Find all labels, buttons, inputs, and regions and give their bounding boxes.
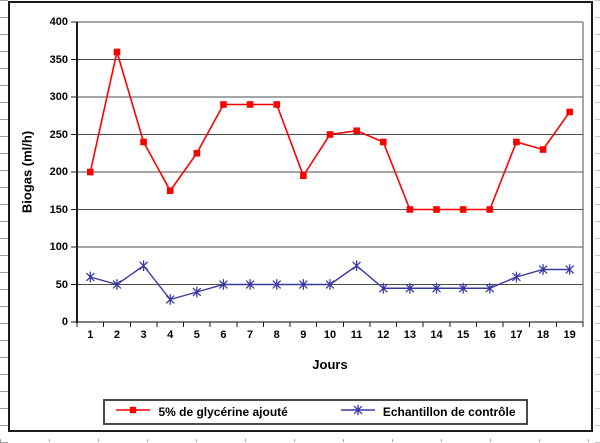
x-tick-label: 15	[457, 329, 470, 341]
x-tick-label: 5	[193, 329, 200, 341]
square-marker	[513, 138, 520, 146]
square-marker	[539, 146, 547, 153]
x-tick-label: 7	[247, 329, 254, 341]
legend-label: 5% de glycérine ajouté	[158, 405, 288, 419]
asterisk-marker	[165, 294, 175, 305]
square-marker	[113, 48, 121, 56]
square-marker	[166, 187, 174, 195]
asterisk-marker	[458, 282, 468, 294]
y-tick-label: 300	[49, 91, 68, 103]
square-marker	[246, 101, 254, 108]
asterisk-marker	[219, 279, 228, 290]
x-tick-label: 2	[113, 329, 120, 341]
square-marker	[220, 101, 227, 108]
asterisk-marker	[192, 286, 202, 298]
asterisk-marker	[538, 264, 548, 275]
spreadsheet-row-gridline-stubs-right	[595, 0, 600, 443]
square-marker	[326, 131, 334, 138]
asterisk-marker	[112, 279, 122, 290]
blue-asterisk-line-icon	[340, 403, 376, 421]
y-tick-label: 0	[61, 316, 68, 328]
x-tick-label: 19	[563, 329, 576, 341]
x-tick-label: 17	[510, 329, 523, 341]
x-tick-label: 11	[350, 329, 363, 341]
x-tick-label: 9	[300, 329, 307, 341]
x-tick-label: 18	[536, 329, 550, 341]
asterisk-marker	[565, 264, 574, 275]
y-tick-label: 200	[49, 166, 68, 178]
x-tick-label: 10	[323, 329, 337, 341]
legend-square-marker	[130, 406, 137, 414]
series-0[interactable]	[87, 48, 573, 213]
asterisk-marker	[86, 271, 95, 283]
asterisk-marker	[405, 282, 415, 294]
legend-sample-svg	[340, 404, 375, 416]
asterisk-marker	[352, 260, 361, 272]
square-marker	[273, 101, 281, 108]
legend-entry-controle[interactable]: Echantillon de contrôle	[340, 403, 516, 421]
x-tick-label: 13	[403, 329, 417, 341]
square-marker	[459, 206, 467, 213]
asterisk-marker	[485, 282, 495, 294]
y-tick-label: 250	[49, 128, 68, 141]
y-tick-label: 100	[49, 241, 68, 253]
square-marker	[433, 206, 440, 213]
legend[interactable]: 5% de glycérine ajouté Echantillon de co…	[103, 399, 528, 425]
asterisk-marker	[139, 260, 148, 272]
spreadsheet-row-gridline-stubs	[0, 0, 8, 443]
square-marker	[486, 206, 494, 213]
asterisk-marker	[379, 282, 388, 294]
y-axis-title: Biogas (ml/h)	[19, 130, 35, 214]
x-axis-title: Jours	[312, 357, 348, 372]
square-marker	[379, 138, 387, 146]
square-marker	[566, 108, 573, 116]
square-marker	[406, 206, 414, 213]
series-line	[89, 48, 571, 211]
asterisk-marker	[325, 279, 335, 290]
y-tick-label: 150	[49, 203, 68, 216]
x-tick-label: 6	[220, 329, 227, 341]
asterisk-marker	[432, 282, 441, 294]
x-tick-label: 14	[430, 329, 443, 341]
x-tick-label: 4	[167, 329, 174, 341]
red-square-line-icon	[115, 403, 151, 421]
asterisk-marker	[512, 271, 521, 283]
asterisk-marker	[299, 279, 308, 290]
square-marker	[300, 172, 307, 180]
x-tick-label: 12	[377, 329, 390, 341]
chart-frame[interactable]	[8, 1, 593, 432]
square-marker	[353, 127, 360, 135]
asterisk-marker	[272, 279, 281, 290]
x-tick-label: 1	[87, 329, 94, 341]
y-tick-label: 350	[49, 53, 68, 66]
y-tick-label: 400	[49, 16, 68, 28]
square-marker	[87, 168, 94, 176]
x-tick-label: 16	[483, 329, 496, 341]
asterisk-marker	[245, 279, 255, 290]
square-marker	[193, 149, 201, 157]
x-tick-label: 3	[140, 329, 147, 341]
x-tick-label: 8	[273, 329, 280, 341]
legend-sample-svg	[116, 406, 151, 414]
y-tick-label: 50	[55, 278, 68, 291]
spreadsheet-column-gridline-stubs	[0, 439, 600, 442]
legend-label: Echantillon de contrôle	[382, 405, 516, 419]
legend-asterisk-marker	[353, 404, 363, 416]
series-1[interactable]	[86, 260, 574, 305]
square-marker	[140, 138, 147, 146]
legend-entry-glycerine[interactable]: 5% de glycérine ajouté	[115, 403, 288, 421]
